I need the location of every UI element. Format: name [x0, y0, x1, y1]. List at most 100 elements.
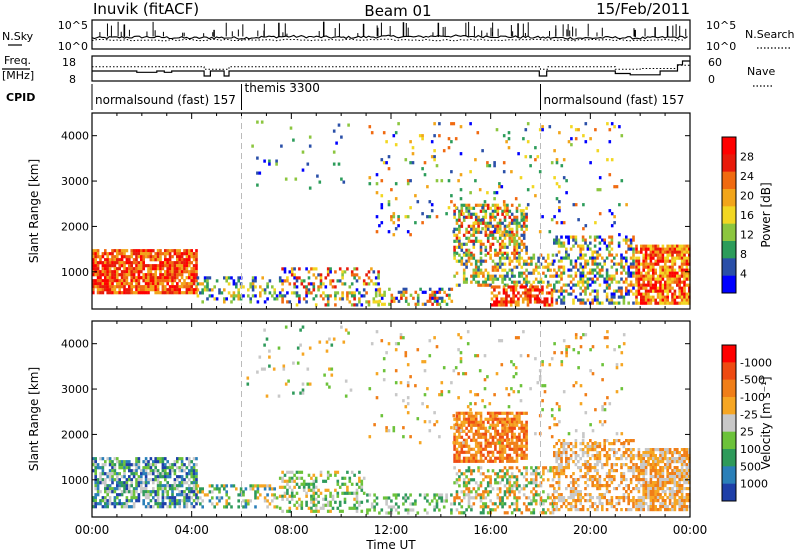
heatmap-cell-0	[168, 252, 172, 256]
heatmap-cell-0	[192, 273, 196, 277]
heatmap-cell-0	[164, 255, 167, 259]
heatmap-cell-6	[545, 285, 549, 289]
heatmap-cell-6	[555, 457, 558, 461]
heatmap-cell-0	[180, 285, 184, 289]
heatmap-cell-7	[666, 469, 669, 473]
heatmap-cell-8	[678, 265, 681, 269]
heatmap-cell-10	[524, 128, 528, 132]
heatmap-cell-4	[489, 435, 492, 439]
heatmap-cell-10	[426, 215, 429, 219]
heatmap-cell-7	[661, 469, 665, 473]
heatmap-cell-5	[508, 268, 512, 272]
heatmap-cell-7	[629, 283, 633, 287]
heatmap-cell-8	[647, 301, 650, 305]
heatmap-cell-7	[601, 265, 604, 269]
heatmap-cell-0	[92, 499, 95, 503]
heatmap-cell-5	[551, 505, 555, 509]
heatmap-cell-8	[652, 262, 655, 266]
heatmap-cell-4	[458, 224, 461, 228]
heatmap-cell-2	[326, 303, 330, 307]
heatmap-cell-5	[474, 493, 478, 497]
heatmap-cell-0	[137, 276, 141, 280]
heatmap-cell-4	[489, 459, 492, 463]
heatmap-cell-6	[593, 475, 597, 479]
heatmap-cell-0	[113, 496, 117, 500]
heatmap-cell-4	[458, 242, 461, 246]
heatmap-cell-0	[178, 505, 181, 509]
heatmap-cell-6	[622, 463, 626, 467]
heatmap-cell-0	[111, 288, 114, 292]
heatmap-cell-2	[278, 476, 282, 480]
heatmap-cell-8	[680, 268, 684, 272]
heatmap-cell-10	[548, 125, 552, 129]
heatmap-cell-6	[610, 442, 614, 446]
heatmap-cell-7	[596, 289, 599, 293]
heatmap-cell-2	[283, 473, 287, 477]
heatmap-cell-2	[334, 285, 337, 289]
heatmap-cell-2	[281, 485, 284, 489]
heatmap-cell-8	[635, 271, 638, 275]
heatmap-cell-8	[656, 289, 660, 293]
heatmap-cell-0	[156, 475, 160, 479]
heatmap-cell-0	[195, 261, 198, 265]
heatmap-cell-6	[560, 469, 563, 473]
heatmap-cell-6	[591, 502, 594, 506]
heatmap-cell-0	[183, 469, 186, 473]
heatmap-cell-3	[435, 505, 439, 509]
heatmap-cell-10	[450, 140, 453, 144]
heatmap-cell-7	[610, 247, 614, 251]
heatmap-cell-8	[647, 289, 650, 293]
heatmap-cell-4	[472, 447, 476, 451]
heatmap-cell-4	[453, 251, 456, 255]
heatmap-cell-6	[529, 300, 532, 304]
heatmap-cell-0	[108, 279, 112, 283]
heatmap-cell-4	[518, 420, 521, 424]
heatmap-cell-4	[510, 420, 514, 424]
heatmap-cell-0	[159, 475, 162, 479]
heatmap-cell-4	[494, 248, 497, 252]
heatmap-cell-4	[462, 444, 466, 448]
heatmap-cell-0	[94, 481, 97, 485]
heatmap-cell-5	[491, 508, 495, 512]
heatmap-cell-4	[503, 206, 507, 210]
heatmap-cell-4	[506, 420, 509, 424]
heatmap-cell-0	[192, 255, 196, 259]
heatmap-cell-4	[522, 212, 526, 216]
heatmap-cell-10	[541, 125, 544, 129]
heatmap-cell-7	[617, 286, 621, 290]
heatmap-cell-0	[168, 475, 172, 479]
heatmap-cell-7	[601, 301, 604, 305]
heatmap-cell-10	[416, 200, 420, 204]
heatmap-cell-8	[649, 280, 653, 284]
heatmap-cell-10	[555, 221, 559, 225]
heatmap-cell-4	[482, 203, 485, 207]
heatmap-cell-6	[565, 487, 568, 491]
heatmap-cell-1	[227, 276, 231, 280]
heatmap-cell-7	[605, 256, 609, 260]
heatmap-cell-2	[346, 491, 349, 495]
heatmap-cell-10	[584, 122, 588, 126]
heatmap-cell-8	[644, 256, 648, 260]
heatmap-cell-8	[659, 265, 662, 269]
heatmap-cell-5	[477, 469, 480, 473]
heatmap-cell-0	[149, 472, 153, 476]
heatmap-cell-6	[524, 297, 527, 301]
heatmap-cell-3	[414, 502, 417, 506]
heatmap-cell-3	[416, 296, 420, 300]
heatmap-cell-10	[375, 173, 379, 177]
heatmap-cell-3	[426, 499, 429, 503]
heatmap-cell-3	[378, 293, 382, 297]
heatmap-cell-5	[467, 487, 471, 491]
heatmap-cell-3	[438, 493, 441, 497]
heatmap-cell-5	[482, 502, 485, 506]
heatmap-cell-0	[125, 267, 129, 271]
heatmap-cell-5	[462, 277, 466, 281]
heatmap-cell-4	[458, 426, 461, 430]
heatmap-cell-10	[375, 230, 379, 234]
heatmap-cell-3	[433, 496, 436, 500]
heatmap-cell-0	[188, 496, 191, 500]
heatmap-cell-4	[513, 435, 516, 439]
heatmap-cell-7	[668, 487, 672, 491]
heatmap-cell-7	[593, 298, 597, 302]
heatmap-cell-4	[465, 441, 468, 445]
